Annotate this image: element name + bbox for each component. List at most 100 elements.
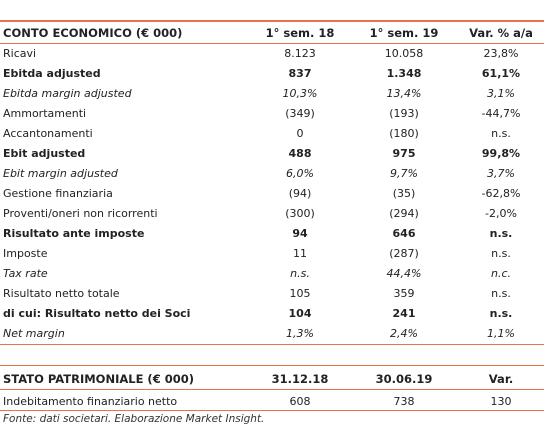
row-label: Ebit margin adjusted [3, 166, 118, 180]
row-value-3: n.s. [489, 306, 513, 320]
table-row: di cui: Risultato netto dei Soci 104 241 n.… [0, 303, 544, 323]
row-value-2: 1.348 [386, 66, 422, 80]
row-value-2: 646 [392, 226, 416, 240]
row-value-3: -62,8% [481, 186, 521, 200]
row-value-2: 13,4% [386, 86, 422, 100]
table-row: Ricavi 8.123 10.058 23,8% [0, 43, 544, 63]
row-value-2: 2,4% [390, 326, 418, 340]
row-value-1: 1,3% [286, 326, 314, 340]
row-label: Imposte [3, 246, 48, 260]
row-label: Ebitda adjusted [3, 66, 101, 80]
balance-bottom-rule [0, 410, 544, 411]
balance-sheet-table: STATO PATRIMONIALE (€ 000) 31.12.18 30.0… [0, 368, 544, 411]
table-row: Net margin 1,3% 2,4% 1,1% [0, 323, 544, 343]
row-value-3: n.c. [490, 266, 511, 280]
income-bottom-rule [0, 344, 544, 345]
row-label: Ebitda margin adjusted [3, 86, 132, 100]
row-label: Gestione finanziaria [3, 186, 113, 200]
income-header-row: CONTO ECONOMICO (€ 000) 1° sem. 18 1° se… [0, 22, 544, 43]
row-value-1: (94) [288, 186, 312, 200]
row-label: Indebitamento finanziario netto [3, 394, 178, 408]
row-value-3: n.s. [491, 286, 511, 300]
row-value-1: 105 [289, 286, 311, 300]
table-row: Tax rate n.s. 44,4% n.c. [0, 263, 544, 283]
row-value-3: 99,8% [481, 146, 521, 160]
row-label: Accantonamenti [3, 126, 93, 140]
income-header-top-rule [0, 20, 544, 22]
table-row: Ebit margin adjusted 6,0% 9,7% 3,7% [0, 163, 544, 183]
table-row: Ebitda margin adjusted 10,3% 13,4% 3,1% [0, 83, 544, 103]
row-value-3: 3,7% [487, 166, 515, 180]
row-value-2: 975 [392, 146, 416, 160]
balance-header-col-2: 30.06.19 [375, 371, 433, 386]
row-value-1: (300) [285, 206, 315, 220]
row-value-2: 9,7% [390, 166, 418, 180]
row-value-2: 10.058 [384, 46, 424, 60]
row-label: Net margin [3, 326, 65, 340]
row-value-3: 1,1% [487, 326, 515, 340]
row-label: Ricavi [3, 46, 37, 60]
row-value-3: 130 [490, 394, 512, 408]
balance-header-row: STATO PATRIMONIALE (€ 000) 31.12.18 30.0… [0, 368, 544, 389]
row-value-2: 738 [393, 394, 415, 408]
balance-body: Indebitamento finanziario netto 608 738 130 [0, 391, 544, 411]
row-value-1: n.s. [290, 266, 310, 280]
row-value-2: 44,4% [386, 266, 422, 280]
balance-header-col-3: Var. [488, 371, 514, 386]
row-value-2: 359 [393, 286, 415, 300]
row-value-1: 488 [288, 146, 312, 160]
header-col-2: 1° sem. 19 [369, 25, 439, 40]
row-value-3: 61,1% [481, 66, 521, 80]
row-value-3: -44,7% [481, 106, 521, 120]
row-value-3: 23,8% [483, 46, 519, 60]
row-value-2: (287) [389, 246, 419, 260]
table-row: Proventi/oneri non ricorrenti (300) (294) -… [0, 203, 544, 223]
row-label: Proventi/oneri non ricorrenti [3, 206, 158, 220]
row-label: Ammortamenti [3, 106, 87, 120]
row-label: Risultato ante imposte [3, 226, 145, 240]
row-value-1: 11 [293, 246, 307, 260]
table-row: Risultato ante imposte 94 646 n.s. [0, 223, 544, 243]
row-value-2: (193) [389, 106, 419, 120]
row-value-1: 837 [288, 66, 312, 80]
row-value-1: 8.123 [284, 46, 316, 60]
income-body: Ricavi 8.123 10.058 23,8% Ebitda adjusted 837… [0, 43, 544, 343]
table-row: Accantonamenti 0 (180) n.s. [0, 123, 544, 143]
row-value-2: (294) [389, 206, 419, 220]
row-value-2: (180) [389, 126, 419, 140]
balance-header-top-rule [0, 365, 544, 366]
income-header-bottom-rule [0, 43, 544, 44]
table-row: Risultato netto totale 105 359 n.s. [0, 283, 544, 303]
row-value-3: n.s. [491, 126, 511, 140]
table-row: Ebitda adjusted 837 1.348 61,1% [0, 63, 544, 83]
row-value-1: (349) [285, 106, 315, 120]
row-value-3: n.s. [491, 246, 511, 260]
balance-mid-rule [0, 389, 544, 390]
header-label: CONTO ECONOMICO (€ 000) [3, 25, 183, 40]
row-label: di cui: Risultato netto dei Soci [3, 306, 191, 320]
row-value-1: 104 [288, 306, 312, 320]
row-value-2: (35) [392, 186, 416, 200]
row-value-3: 3,1% [487, 86, 515, 100]
row-value-1: 0 [296, 126, 304, 140]
table-row: Imposte 11 (287) n.s. [0, 243, 544, 263]
row-label: Ebit adjusted [3, 146, 86, 160]
balance-header-col-1: 31.12.18 [271, 371, 329, 386]
header-col-1: 1° sem. 18 [265, 25, 335, 40]
table-row: Gestione finanziaria (94) (35) -62,8% [0, 183, 544, 203]
source-note: Fonte: dati societari. Elaborazione Mark… [3, 413, 265, 425]
row-label: Risultato netto totale [3, 286, 120, 300]
row-value-1: 608 [289, 394, 311, 408]
row-value-3: -2,0% [485, 206, 517, 220]
row-value-1: 10,3% [282, 86, 318, 100]
table-row: Ammortamenti (349) (193) -44,7% [0, 103, 544, 123]
table-row: Ebit adjusted 488 975 99,8% [0, 143, 544, 163]
row-label: Tax rate [3, 266, 48, 280]
income-statement-table: CONTO ECONOMICO (€ 000) 1° sem. 18 1° se… [0, 22, 544, 343]
balance-header-label: STATO PATRIMONIALE (€ 000) [3, 371, 194, 386]
table-row: Indebitamento finanziario netto 608 738 130 [0, 391, 544, 411]
row-value-1: 94 [292, 226, 308, 240]
header-col-3: Var. % a/a [469, 25, 533, 40]
row-value-2: 241 [392, 306, 416, 320]
row-value-3: n.s. [489, 226, 513, 240]
